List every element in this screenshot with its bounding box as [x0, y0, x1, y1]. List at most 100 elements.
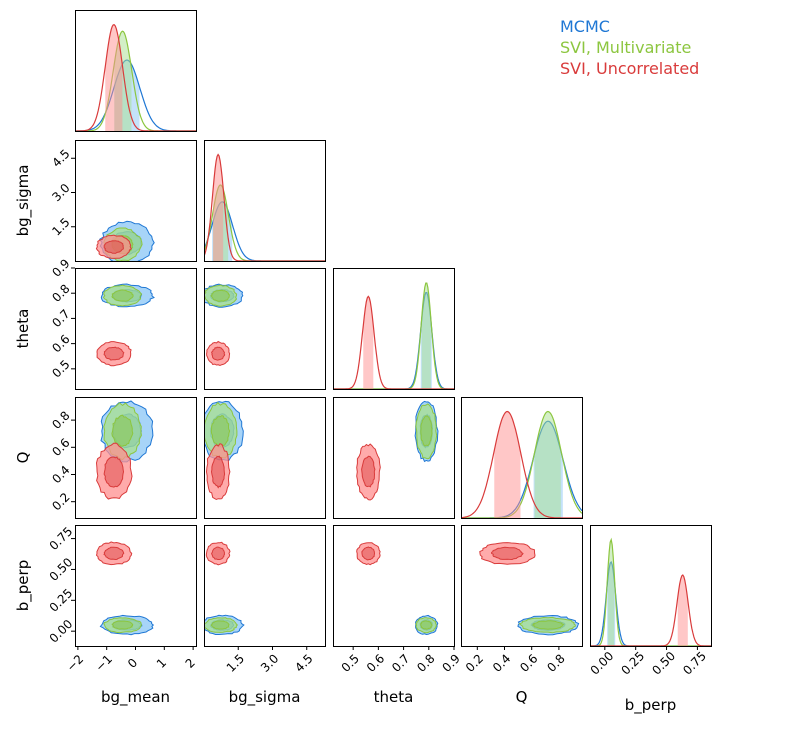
xlabel-bg_sigma: bg_sigma: [229, 688, 301, 707]
xtick-label-b_perp: 0.00: [588, 649, 617, 678]
panel-b_perp-b_perp: [590, 537, 711, 646]
density-band-svi-multivariate: [421, 283, 431, 389]
contour-inner-svi-multivariate: [210, 414, 231, 448]
ytick-label-Q: 0.8: [49, 408, 72, 431]
legend: MCMC SVI, Multivariate SVI, Uncorrelated: [560, 16, 699, 79]
ytick-label-bg_sigma: 3.0: [49, 181, 72, 204]
ylabel-bg_sigma: bg_sigma: [14, 165, 33, 237]
xtick-label-bg_sigma: 4.5: [292, 651, 315, 674]
density-curve-svi-uncorrelated: [75, 24, 196, 131]
contour-inner-svi-uncorrelated: [491, 546, 524, 561]
density-band-svi-multivariate: [608, 539, 615, 646]
legend-entry-svi-uncorrelated: SVI, Uncorrelated: [560, 59, 700, 78]
ytick-label-Q: 0.2: [49, 490, 72, 513]
contour-outer-svi-multivariate: [518, 616, 576, 634]
density-band-svi-uncorrelated: [677, 575, 688, 646]
contour-outer-svi-uncorrelated: [356, 443, 381, 501]
density-band-svi-multivariate: [534, 411, 561, 518]
xtick-label-bg_mean: 1: [154, 656, 169, 671]
contour-inner-svi-uncorrelated: [103, 546, 125, 561]
xtick-label-bg_mean: −1: [93, 652, 115, 674]
density-curve-svi-uncorrelated: [333, 295, 454, 389]
panel-bg_mean-bg_mean: [75, 24, 196, 131]
panel-frame: [333, 397, 455, 519]
contour-outer-svi-uncorrelated: [205, 443, 231, 501]
contour-inner-svi-multivariate: [111, 289, 134, 302]
contour-inner-svi-multivariate: [111, 414, 134, 447]
ytick-label-theta: 0.9: [49, 256, 72, 279]
density-curve-svi-multivariate: [333, 282, 454, 389]
ylabel-theta: theta: [14, 309, 32, 349]
xtick-label-Q: 0.8: [544, 651, 567, 674]
xtick-label-bg_mean: 0: [125, 656, 140, 671]
density-band-svi-uncorrelated: [363, 296, 374, 389]
xtick-label-b_perp: 0.50: [649, 649, 678, 678]
contour-outer-svi-uncorrelated: [96, 341, 132, 367]
density-curve-svi-multivariate: [204, 184, 325, 261]
panel-Q-bg_sigma: [204, 400, 244, 501]
contour-inner-svi-multivariate: [111, 620, 134, 630]
ytick-label-theta: 0.5: [49, 357, 72, 380]
density-curve-svi-multivariate: [461, 410, 582, 518]
contour-inner-svi-multivariate: [420, 620, 433, 630]
xtick-label-b_perp: 0.25: [618, 649, 647, 678]
density-curve-svi-uncorrelated: [590, 574, 711, 646]
panel-frame: [75, 10, 197, 132]
contour-outer-svi-multivariate: [102, 284, 143, 307]
density-curve-svi-multivariate: [590, 537, 711, 646]
ylabel-b_perp: b_perp: [14, 560, 33, 611]
ytick-label-theta: 0.6: [49, 332, 72, 355]
xlabel-b_perp: b_perp: [625, 696, 676, 715]
density-curve-svi-uncorrelated: [204, 153, 325, 261]
panel-frame: [204, 525, 326, 647]
contour-outer-svi-uncorrelated: [95, 541, 133, 566]
xtick-label-Q: 0.2: [463, 651, 486, 674]
ytick-label-theta: 0.7: [49, 307, 72, 330]
ytick-label-bg_sigma: 4.5: [49, 147, 72, 170]
legend-entry-mcmc: MCMC: [560, 17, 610, 36]
contour-outer-svi-uncorrelated: [479, 542, 536, 565]
xtick-label-Q: 0.4: [490, 651, 513, 674]
panel-b_perp-bg_sigma: [204, 541, 245, 635]
contour-inner-svi-uncorrelated: [103, 240, 124, 254]
panel-Q-theta: [356, 400, 439, 501]
xtick-label-bg_sigma: 3.0: [258, 651, 281, 674]
contour-outer-svi-multivariate: [103, 617, 142, 634]
xtick-label-theta: 0.5: [339, 651, 362, 674]
contour-inner-svi-uncorrelated: [103, 456, 125, 488]
panel-theta-theta: [333, 282, 454, 389]
xtick-label-b_perp: 0.75: [680, 649, 709, 678]
density-band-svi-uncorrelated: [494, 411, 521, 518]
panel-frame: [461, 397, 583, 519]
xtick-label-theta: 0.8: [414, 651, 437, 674]
contour-inner-svi-multivariate: [420, 415, 433, 447]
density-curve-svi-multivariate: [75, 30, 196, 131]
contour-inner-svi-uncorrelated: [361, 546, 376, 561]
density-curve-svi-uncorrelated: [461, 410, 582, 518]
contour-outer-svi-multivariate: [415, 617, 437, 634]
contour-outer-svi-uncorrelated: [206, 340, 231, 367]
ytick-label-Q: 0.4: [49, 463, 72, 486]
ytick-label-Q: 0.6: [49, 436, 72, 459]
xtick-label-theta: 0.6: [364, 651, 387, 674]
xtick-label-bg_mean: 2: [183, 656, 198, 671]
xlabel-Q: Q: [516, 688, 528, 706]
panel-frame: [204, 397, 326, 519]
xtick-label-bg_mean: −2: [64, 652, 86, 674]
panel-frame: [204, 140, 326, 262]
contour-inner-svi-multivariate: [210, 620, 230, 630]
xlabel-bg_mean: bg_mean: [101, 688, 170, 707]
legend-entry-svi-multivariate: SVI, Multivariate: [560, 38, 692, 57]
contour-inner-svi-uncorrelated: [361, 455, 376, 488]
density-band-svi-uncorrelated: [213, 154, 224, 261]
panel-b_perp-theta: [356, 542, 439, 636]
contour-outer-svi-uncorrelated: [95, 442, 133, 500]
panel-frame: [333, 525, 455, 647]
xtick-label-bg_sigma: 1.5: [224, 651, 247, 674]
panel-frame: [461, 525, 583, 647]
panel-b_perp-bg_mean: [95, 541, 155, 636]
density-band-svi-uncorrelated: [105, 24, 123, 131]
panel-Q-Q: [461, 410, 582, 518]
contour-inner-svi-multivariate: [210, 289, 230, 302]
